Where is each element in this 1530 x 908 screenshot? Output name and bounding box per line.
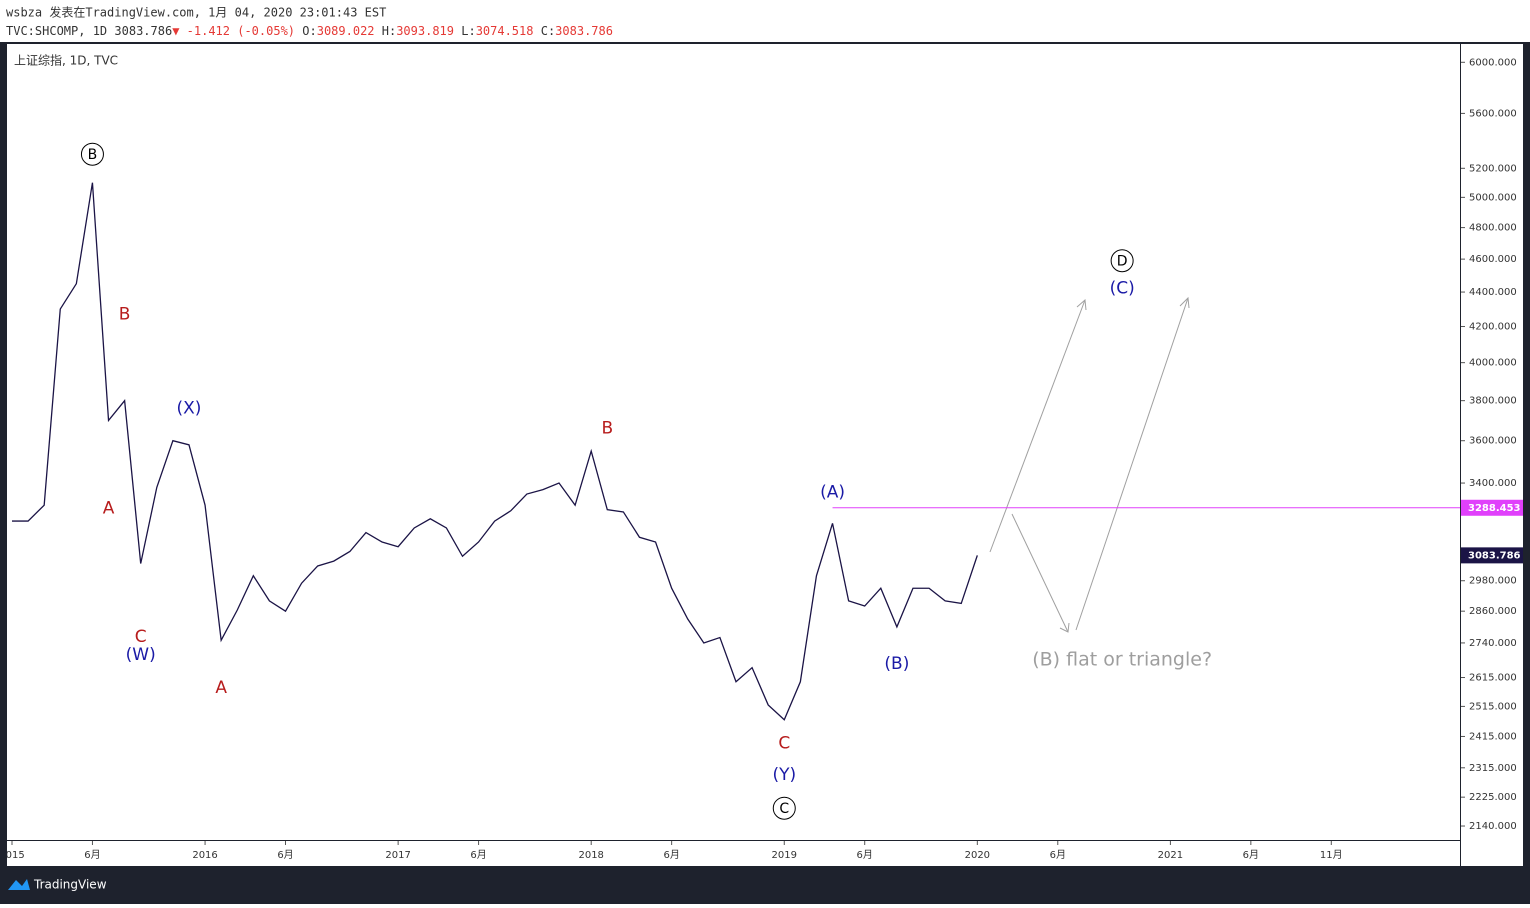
ohlc-key: L: <box>461 24 475 38</box>
ohlc-value: 3093.819 <box>396 24 454 38</box>
y-tick-label: 2415.000 <box>1469 731 1517 742</box>
y-tick-label: 2980.000 <box>1469 576 1517 587</box>
ohlc-key: C: <box>541 24 555 38</box>
y-tick-label: 5200.000 <box>1469 163 1517 174</box>
projection-arrows <box>989 296 1190 633</box>
y-tick-label: 4400.000 <box>1469 287 1517 298</box>
wave-label: (B) flat or triangle? <box>1032 648 1212 670</box>
chart-title: 上证综指, 1D, TVC <box>14 53 118 68</box>
y-tick-label: 3600.000 <box>1469 436 1517 447</box>
y-tick-label: 5000.000 <box>1469 192 1517 203</box>
y-tick-label: 4600.000 <box>1469 254 1517 265</box>
wave-label: (W) <box>126 645 156 665</box>
arrow <box>989 299 1086 553</box>
x-axis-area <box>7 841 1460 866</box>
y-tick-label: 3800.000 <box>1469 396 1517 407</box>
y-tick-label: 2515.000 <box>1469 701 1517 712</box>
x-tick-label: 6月 <box>84 849 100 861</box>
wave-label: (C) <box>1110 279 1135 299</box>
y-tick-label: 2740.000 <box>1469 638 1517 649</box>
arrow: ▼ <box>172 24 180 38</box>
x-tick-label: 2018 <box>578 850 603 861</box>
arrow-head <box>1179 296 1190 309</box>
hline-label-box <box>1461 499 1523 516</box>
wave-label: C <box>778 733 790 753</box>
wave-label: B <box>601 418 613 438</box>
arrow-head <box>1059 622 1070 633</box>
symbol-line: TVC:SHCOMP, 1D 3083.786▼ -1.412 (-0.05%)… <box>6 24 613 38</box>
y-tick-label: 5600.000 <box>1469 108 1517 119</box>
plot-area <box>7 44 1460 840</box>
last: 3083.786 <box>114 24 172 38</box>
y-tick-label: 6000.000 <box>1469 57 1517 68</box>
arrow <box>1011 513 1069 633</box>
wave-label: (A) <box>820 482 845 502</box>
y-tick-label: 4000.000 <box>1469 358 1517 369</box>
x-tick-label: 2017 <box>385 850 410 861</box>
x-tick-label: 2020 <box>965 850 990 861</box>
wave-label: (Y) <box>772 765 796 785</box>
wave-label: A <box>103 498 115 518</box>
change: -1.412 (-0.05%) <box>187 24 295 38</box>
y-tick-label: 4200.000 <box>1469 322 1517 333</box>
y-axis-area <box>1461 44 1523 866</box>
wave-label: (X) <box>177 399 202 419</box>
wave-label: D <box>1117 254 1128 270</box>
ohlc-value: 3074.518 <box>476 24 534 38</box>
x-tick-label: 6月 <box>1243 849 1259 861</box>
y-tick-label: 2615.000 <box>1469 673 1517 684</box>
annotation-circle <box>1110 249 1134 273</box>
annotation-circle <box>772 796 796 820</box>
y-tick-label: 2225.000 <box>1469 792 1517 803</box>
hline-label: 3288.453 <box>1468 503 1521 514</box>
arrow-head <box>1076 298 1087 311</box>
ohlc-key: O: <box>302 24 316 38</box>
x-axis: 2015 6月 2016 6月 2017 6月 2018 6月 2019 6月 2020 6月 2021… <box>0 841 1343 861</box>
wave-label: (B) <box>884 654 909 674</box>
x-tick-label: 2015 <box>0 850 25 861</box>
y-tick-label: 2860.000 <box>1469 606 1517 617</box>
price-line <box>12 182 978 721</box>
y-axis: 6000.000 5600.000 5200.000 5000.000 4800.000… <box>1461 57 1523 832</box>
arrow <box>1075 297 1189 631</box>
x-tick-label: 6月 <box>857 849 873 861</box>
last-price-box <box>1461 547 1523 564</box>
brand: TradingView <box>33 878 107 892</box>
ohlc-value: 3083.786 <box>555 24 613 38</box>
x-tick-label: 11月 <box>1320 849 1343 861</box>
y-tick-label: 2315.000 <box>1469 763 1517 774</box>
x-tick-label: 6月 <box>277 849 293 861</box>
ohlc-key: H: <box>382 24 396 38</box>
x-tick-label: 6月 <box>1050 849 1066 861</box>
x-tick-label: 2016 <box>192 850 217 861</box>
wave-label: C <box>779 801 789 817</box>
wave-label: B <box>88 147 98 163</box>
x-tick-label: 6月 <box>663 849 679 861</box>
y-tick-label: 3400.000 <box>1469 478 1517 489</box>
x-tick-label: 2021 <box>1158 850 1183 861</box>
last-price-label: 3083.786 <box>1468 550 1521 561</box>
y-tick-label: 4800.000 <box>1469 223 1517 234</box>
wave-label: A <box>215 678 227 698</box>
symbol: TVC:SHCOMP, 1D <box>6 24 107 38</box>
annotation-circle <box>80 142 104 166</box>
y-tick-label: 2140.000 <box>1469 821 1517 832</box>
x-tick-label: 2019 <box>772 850 797 861</box>
ohlc-value: 3089.022 <box>317 24 375 38</box>
wave-label: C <box>135 627 147 647</box>
wave-label: B <box>119 304 131 324</box>
author-line: wsbza 发表在TradingView.com, 1月 04, 2020 23… <box>6 5 386 20</box>
x-tick-label: 6月 <box>470 849 486 861</box>
logo <box>8 879 30 890</box>
